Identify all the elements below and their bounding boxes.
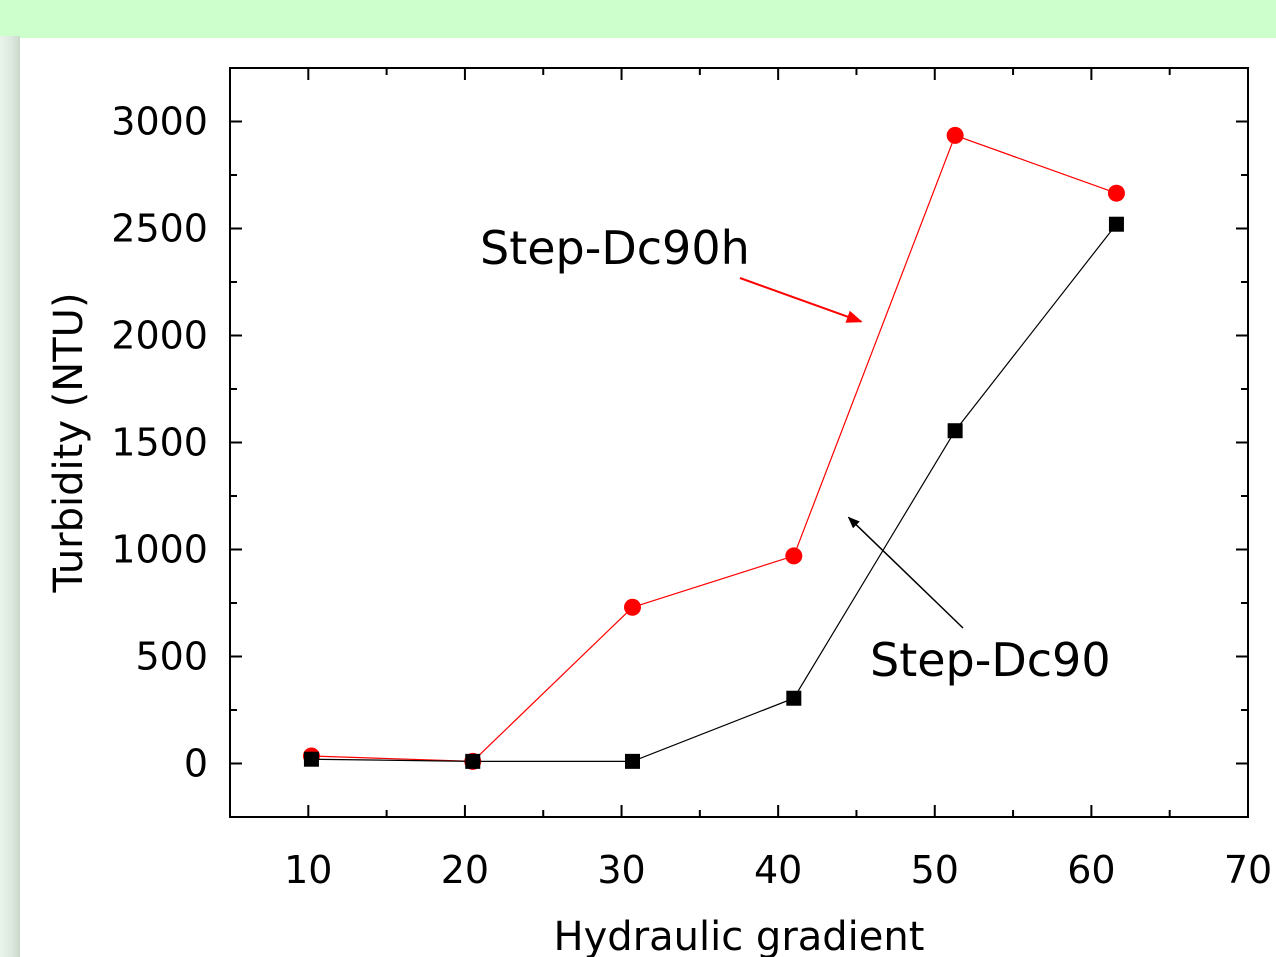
data-point <box>786 690 802 706</box>
y-tick-label: 0 <box>184 742 208 786</box>
y-tick-label: 1500 <box>111 421 208 465</box>
data-point <box>624 598 642 616</box>
x-tick-label: 40 <box>754 848 802 892</box>
chart-panel: 10 20 30 40 50 60 70 0 500 1000 1500 2000 2500 3000 … <box>20 38 1276 957</box>
series-step-dc90 <box>303 216 1124 769</box>
data-point <box>303 751 319 767</box>
x-tick-label: 60 <box>1067 848 1115 892</box>
y-tick-label: 1000 <box>111 528 208 572</box>
y-axis-label: Turbidity (NTU) <box>46 292 92 593</box>
x-tick-label: 10 <box>284 848 332 892</box>
line-chart: 10 20 30 40 50 60 70 050010001500200025003000 … <box>46 67 1272 957</box>
y-tick-label: 3000 <box>111 100 208 144</box>
x-axis-label: Hydraulic gradient <box>554 914 925 957</box>
y-tick-label: 500 <box>135 635 208 679</box>
data-point <box>1107 184 1125 202</box>
x-axis: 10 20 30 40 50 60 70 <box>229 68 1272 892</box>
data-point <box>785 547 803 565</box>
y-tick-label: 2500 <box>111 207 208 251</box>
x-tick-label: 20 <box>441 848 489 892</box>
data-point <box>947 423 963 439</box>
data-point <box>625 753 641 769</box>
plot-area-frame <box>229 67 1249 818</box>
x-tick-label: 70 <box>1224 848 1272 892</box>
y-tick-label: 2000 <box>111 314 208 358</box>
annotation-step-dc90h-arrow <box>739 277 863 323</box>
left-edge-strip <box>0 36 20 957</box>
y-axis: 0 500 1000 1500 2000 2500 3000 <box>111 67 1248 818</box>
series-layer <box>302 126 1125 770</box>
series-line <box>311 223 1117 762</box>
annotation-step-dc90-arrow <box>847 516 964 629</box>
annotation-step-dc90-label: Step-Dc90 <box>870 633 1111 687</box>
x-tick-label: 30 <box>597 848 645 892</box>
data-point <box>946 126 964 144</box>
data-point <box>465 753 481 769</box>
x-tick-label: 50 <box>911 848 959 892</box>
data-point <box>1108 216 1124 232</box>
annotation-step-dc90h-label: Step-Dc90h <box>480 221 750 275</box>
